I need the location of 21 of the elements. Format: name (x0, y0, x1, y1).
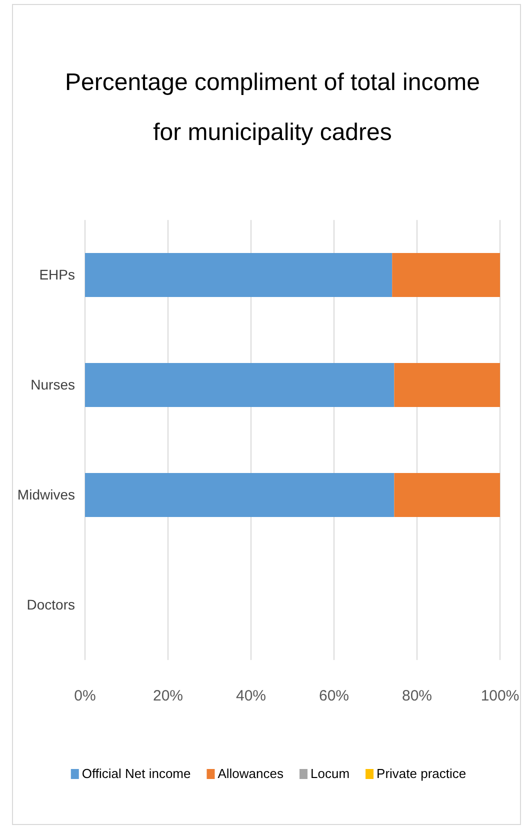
y-tick-label: Midwives (17, 486, 75, 502)
bar (394, 473, 500, 517)
x-tick-label: 0% (74, 688, 96, 705)
y-tick-label: Nurses (30, 376, 75, 392)
bar (85, 253, 392, 297)
x-tick-label: 60% (318, 688, 350, 705)
y-tick-label: Doctors (26, 596, 75, 612)
legend-label: Official Net income (82, 766, 191, 781)
x-tick-label: 40% (236, 688, 266, 705)
x-tick-label: 100% (480, 688, 520, 705)
x-tick-label: 80% (402, 688, 432, 705)
legend-label: Private practice (376, 766, 466, 781)
bar (85, 473, 394, 517)
bar (392, 253, 500, 297)
legend-label: Locum (310, 766, 350, 781)
bar (394, 363, 500, 407)
chart-title: Percentage compliment of total income for municipality cadres (65, 69, 480, 146)
y-tick-label: EHPs (39, 266, 75, 282)
x-tick-label: 20% (152, 688, 184, 705)
legend-label: Allowances (218, 766, 284, 781)
bar (85, 363, 394, 407)
